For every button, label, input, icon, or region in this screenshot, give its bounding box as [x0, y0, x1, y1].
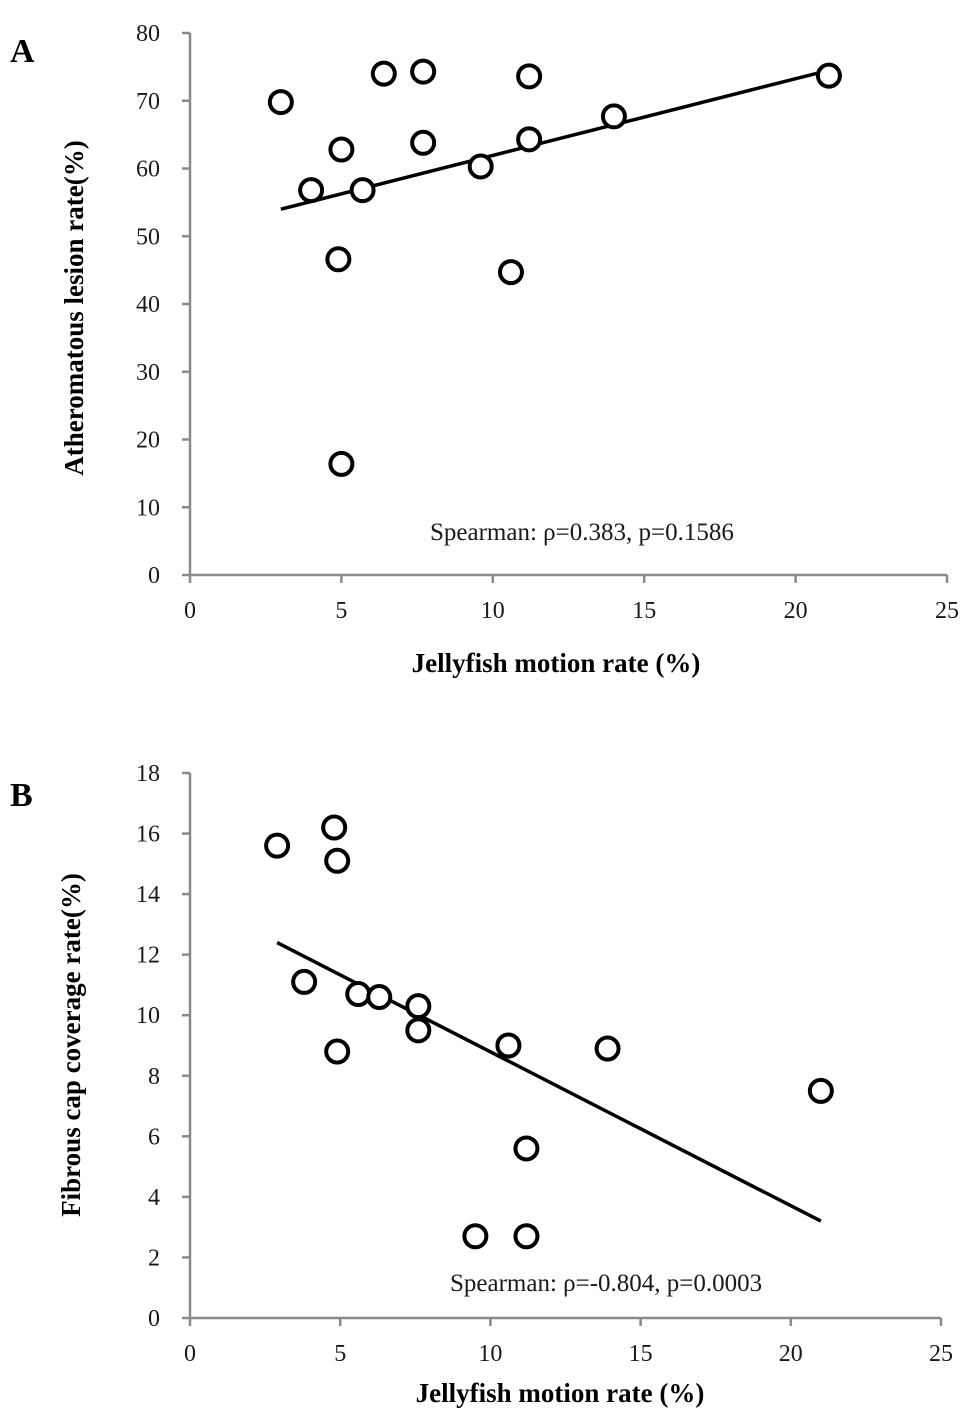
panel-a-y-axis-title: Atheromatous lesion rate(%)	[59, 140, 89, 475]
panel-b-data-point	[291, 968, 318, 995]
panel-a-data-point	[516, 126, 543, 153]
panel-b-data-point	[462, 1223, 489, 1250]
panel-a-y-tick-label: 60	[136, 157, 160, 183]
panel-b-x-tick-label: 20	[779, 1341, 803, 1367]
panel-a-data-point	[370, 60, 397, 87]
panel-b-data-point	[324, 847, 351, 874]
panel-b-y-tick-label: 16	[136, 822, 160, 848]
panel-a-y-tick-label: 10	[136, 495, 160, 521]
panel-b-y-tick-label: 12	[136, 943, 160, 969]
panel-a-x-tick-label: 10	[481, 598, 505, 624]
panel-b-y-tick-label: 10	[136, 1003, 160, 1029]
panel-b-data-point	[321, 814, 348, 841]
panel-b-x-tick-label: 15	[629, 1341, 653, 1367]
panel-b-data-point	[513, 1135, 540, 1162]
panel-b-data-point	[495, 1032, 522, 1059]
panel-a-x-tick-label: 0	[184, 598, 196, 624]
panel-a-scatter-chart: A 0 10 20 30 40 50 60 70 80 0 5 10 15 20 25 Atheromat…	[10, 21, 959, 678]
panel-b-points	[264, 814, 834, 1250]
panel-a-y-tick-label: 70	[136, 89, 160, 115]
panel-a-y-tick-label: 50	[136, 224, 160, 250]
panel-a-y-tick-label: 80	[136, 21, 160, 47]
panel-a-y-tick-label: 20	[136, 428, 160, 454]
panel-b-data-point	[405, 993, 432, 1020]
panel-b-x-tick-label: 5	[334, 1341, 346, 1367]
panel-a-data-point	[815, 62, 842, 89]
panel-a-x-tick-label: 5	[335, 598, 347, 624]
panel-b-data-point	[594, 1035, 621, 1062]
panel-a-data-point	[516, 63, 543, 90]
panel-b-data-point	[324, 1038, 351, 1065]
panel-a-x-axis-title: Jellyfish motion rate (%)	[412, 648, 701, 678]
panel-b-y-axis-title: Fibrous cap coverage rate(%)	[56, 873, 86, 1217]
panel-a-x-tick-label: 15	[632, 598, 656, 624]
panel-b-x-tick-label: 10	[478, 1341, 502, 1367]
panel-b-label: B	[10, 777, 33, 814]
panel-b-data-point	[513, 1223, 540, 1250]
panel-a-data-point	[497, 259, 524, 286]
panel-a-data-point	[298, 177, 325, 204]
panel-b-y-tick-label: 14	[136, 882, 160, 908]
panel-b-y-ticks: 0 2 4 6 8 10 12 14 16 18	[136, 761, 190, 1332]
panel-b-data-point	[345, 981, 372, 1008]
panel-a-x-tick-label: 25	[935, 598, 959, 624]
panel-b-x-tick-label: 25	[929, 1341, 953, 1367]
panel-a-x-ticks: 0 5 10 15 20 25	[184, 575, 959, 624]
panel-a-y-tick-label: 0	[148, 563, 160, 589]
panel-a-data-point	[410, 58, 437, 85]
panel-a-points	[267, 58, 842, 477]
panel-b-data-point	[807, 1077, 834, 1104]
panel-a-data-point	[328, 136, 355, 163]
panel-b-data-point	[405, 1017, 432, 1044]
panel-a-data-point	[410, 129, 437, 156]
panel-b-y-tick-label: 6	[148, 1124, 160, 1150]
panel-a-x-tick-label: 20	[784, 598, 808, 624]
panel-b-y-tick-label: 8	[148, 1064, 160, 1090]
panel-b-spearman-annotation: Spearman: ρ=-0.804, p=0.0003	[450, 1270, 762, 1297]
panel-a-data-point	[328, 450, 355, 477]
panel-a-data-point	[325, 246, 352, 273]
panel-b-x-ticks: 0 5 10 15 20 25	[184, 1318, 953, 1367]
panel-b-x-tick-label: 0	[184, 1341, 196, 1367]
panel-a-y-tick-label: 40	[136, 292, 160, 318]
panel-a-data-point	[467, 153, 494, 180]
panel-b-data-point	[264, 832, 291, 859]
panel-a-label: A	[10, 33, 35, 70]
panel-a-data-point	[600, 103, 627, 130]
panel-b-y-tick-label: 0	[148, 1306, 160, 1332]
panel-b-y-tick-label: 2	[148, 1245, 160, 1271]
panel-a-data-point	[349, 177, 376, 204]
panel-a-spearman-annotation: Spearman: ρ=0.383, p=0.1586	[430, 519, 734, 546]
panel-b-scatter-chart: B 0 2 4 6 8 10 12 14 16 18 0 5 10 15 20 25 Fibrous cap…	[10, 761, 953, 1408]
panel-b-data-point	[366, 984, 393, 1011]
panel-b-y-tick-label: 4	[148, 1185, 160, 1211]
panel-b-x-axis-title: Jellyfish motion rate (%)	[416, 1378, 705, 1408]
panel-a-y-tick-label: 30	[136, 360, 160, 386]
panel-b-y-tick-label: 18	[136, 761, 160, 787]
panel-a-y-ticks: 0 10 20 30 40 50 60 70 80	[136, 21, 190, 589]
panel-a-data-point	[267, 89, 294, 116]
